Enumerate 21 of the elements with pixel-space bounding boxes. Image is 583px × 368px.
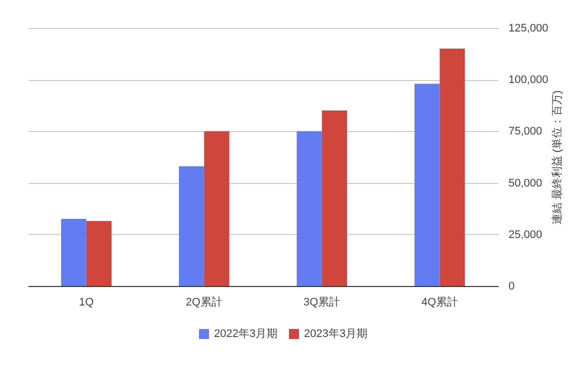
bar <box>178 166 204 286</box>
bar <box>414 84 440 286</box>
x-tick-label: 2Q累計 <box>186 296 222 308</box>
bar <box>86 220 112 286</box>
bar <box>440 48 465 286</box>
bar <box>296 131 322 286</box>
y-tick-label: 0 <box>508 280 515 292</box>
y-tick-label: 100,000 <box>508 74 548 86</box>
x-tick-label: 1Q <box>78 296 94 308</box>
bar <box>322 110 348 286</box>
x-tick-label: 3Q累計 <box>304 296 340 308</box>
y-tick-label: 25,000 <box>508 228 542 241</box>
y-axis-title: 連結 最終利益 (単位：百万) <box>550 90 564 225</box>
x-tick-label: 4Q累計 <box>421 296 458 308</box>
bar <box>204 131 230 286</box>
y-tick-label: 50,000 <box>508 177 542 190</box>
y-tick-label: 75,000 <box>508 126 542 138</box>
legend-label: 2023年3月期 <box>304 328 368 340</box>
legend-label: 2022年3月期 <box>214 328 278 340</box>
y-tick-label: 125,000 <box>508 22 548 34</box>
bar <box>61 218 86 286</box>
